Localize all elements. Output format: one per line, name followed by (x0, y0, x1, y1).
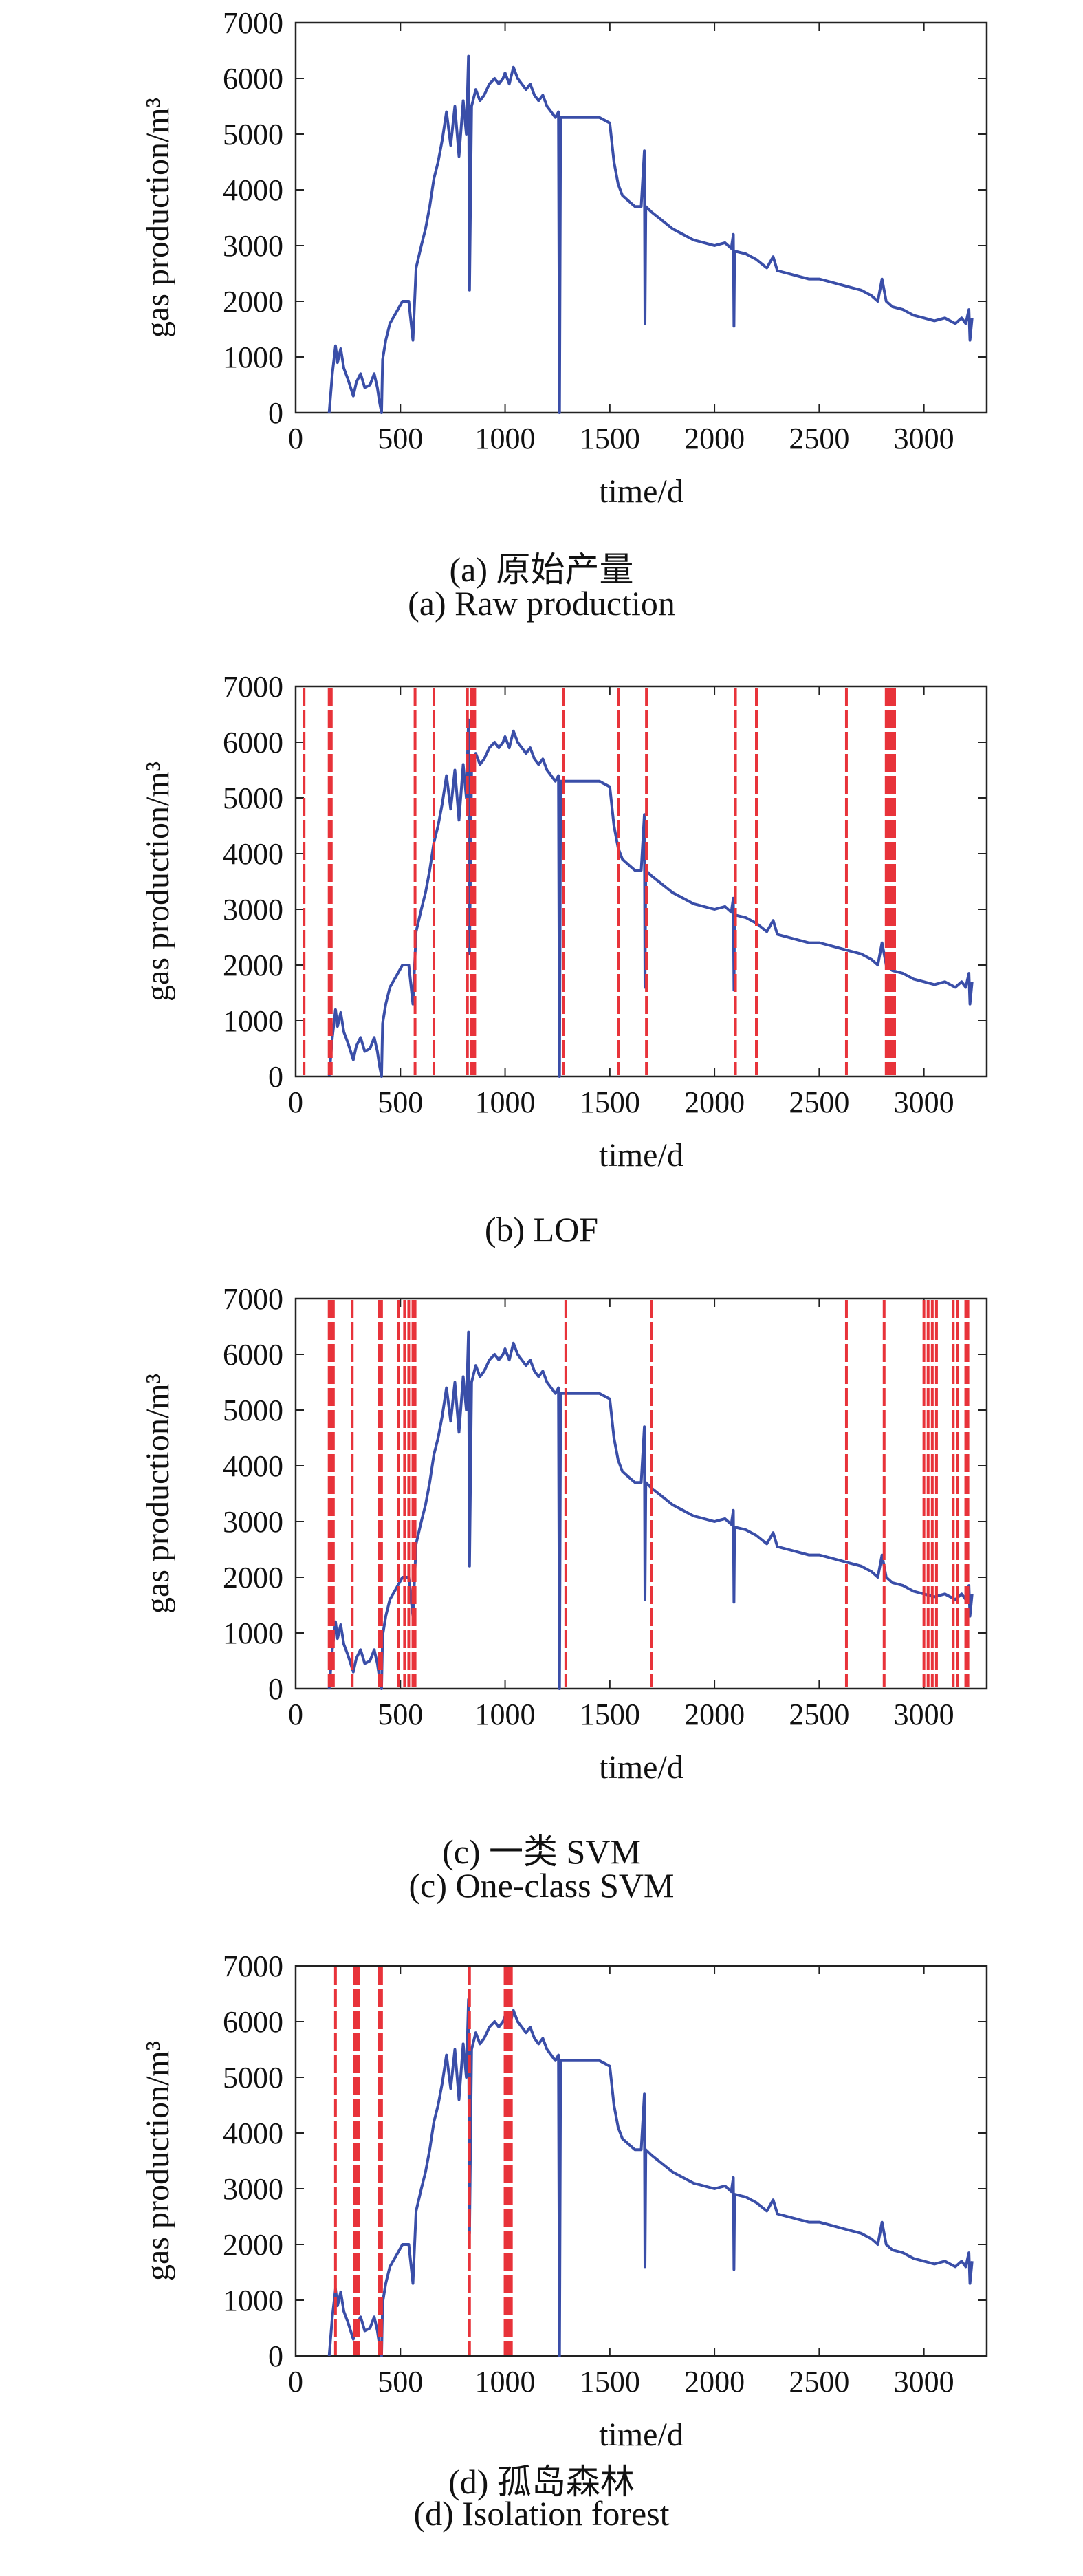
x-tick-label: 500 (378, 1085, 423, 1119)
y-axis-label: gas production/m³ (140, 98, 176, 338)
y-tick-label: 6000 (223, 62, 283, 96)
x-tick-label: 500 (378, 2365, 423, 2399)
chart-d: 0 1000 2000 3000 4000 5000 6000 7000 0 500 1000 150… (140, 1949, 988, 2453)
chart-c: 0 1000 2000 3000 4000 5000 6000 7000 0 500 1000 150… (140, 1282, 988, 1786)
x-tick-label: 0 (288, 2365, 303, 2399)
y-tick-label: 1000 (223, 340, 283, 374)
chart-panel-d: 0 1000 2000 3000 4000 5000 6000 7000 0 500 1000 150… (0, 1943, 1083, 2576)
y-tick-label: 3000 (223, 893, 283, 927)
caption-b-en: (b) LOF (484, 1210, 599, 1248)
x-tick-label: 1000 (475, 2365, 536, 2399)
x-axis-label: time/d (599, 2416, 683, 2453)
x-tick-label: 2500 (789, 1698, 849, 1731)
x-tick-label: 2000 (684, 1698, 745, 1731)
y-tick-label: 7000 (223, 670, 283, 704)
y-tick-label: 0 (268, 1060, 283, 1094)
chart-a: 0 1000 2000 3000 4000 5000 6000 7000 0 500 1000 150… (140, 6, 988, 510)
x-tick-label: 3000 (894, 422, 954, 455)
plot-frame (294, 1297, 988, 1690)
y-tick-label: 5000 (223, 1394, 283, 1427)
x-tick-label: 3000 (894, 2365, 954, 2399)
caption-a-en: (a) Raw production (408, 584, 675, 623)
chart-panel-c: 0 1000 2000 3000 4000 5000 6000 7000 0 500 1000 150… (0, 1276, 1083, 1909)
y-tick-label: 3000 (223, 1505, 283, 1539)
x-axis-label: time/d (599, 1749, 683, 1786)
x-axis-label: time/d (599, 1137, 683, 1173)
y-tick-label: 1000 (223, 1616, 283, 1650)
x-tick-label: 0 (288, 1085, 303, 1119)
x-tick-label: 2500 (789, 2365, 849, 2399)
y-tick-label: 7000 (223, 1282, 283, 1316)
y-tick-label: 6000 (223, 726, 283, 759)
y-tick-label: 5000 (223, 2061, 283, 2095)
x-tick-label: 500 (378, 1698, 423, 1731)
y-tick-label: 5000 (223, 781, 283, 815)
x-tick-label: 1000 (475, 1698, 536, 1731)
x-tick-label: 3000 (894, 1698, 954, 1731)
y-tick-label: 4000 (223, 1449, 283, 1483)
chart-panel-b: 0 1000 2000 3000 4000 5000 6000 7000 0 500 1000 150… (0, 664, 1083, 1297)
y-tick-label: 6000 (223, 2005, 283, 2039)
x-tick-label: 2500 (789, 422, 849, 455)
gas-production-line (327, 1998, 974, 2357)
y-tick-label: 4000 (223, 2117, 283, 2150)
x-tick-label: 0 (288, 422, 303, 455)
x-tick-label: 1500 (580, 2365, 640, 2399)
chart-panel-a: 0 1000 2000 3000 4000 5000 6000 7000 0 500 1000 150… (0, 0, 1083, 633)
y-tick-label: 3000 (223, 2172, 283, 2206)
y-tick-label: 0 (268, 1672, 283, 1706)
chart-b: 0 1000 2000 3000 4000 5000 6000 7000 0 500 1000 150… (140, 670, 988, 1173)
gas-production-line (327, 1330, 974, 1690)
y-tick-label: 1000 (223, 1004, 283, 1038)
y-tick-label: 0 (268, 396, 283, 430)
y-axis-label: gas production/m³ (140, 1374, 176, 1614)
x-tick-label: 1000 (475, 422, 536, 455)
x-tick-label: 1000 (475, 1085, 536, 1119)
x-axis-label: time/d (599, 473, 683, 510)
x-tick-label: 1500 (580, 1085, 640, 1119)
x-tick-label: 0 (288, 1698, 303, 1731)
caption-c-en: (c) One-class SVM (408, 1866, 675, 1905)
y-tick-label: 6000 (223, 1338, 283, 1372)
y-axis-label: gas production/m³ (140, 2041, 176, 2281)
x-tick-label: 2000 (684, 1085, 745, 1119)
y-tick-label: 2000 (223, 1561, 283, 1594)
y-tick-label: 2000 (223, 2228, 283, 2262)
y-tick-label: 4000 (223, 173, 283, 207)
y-tick-label: 2000 (223, 285, 283, 318)
y-tick-label: 0 (268, 2339, 283, 2373)
y-tick-label: 7000 (223, 1949, 283, 1983)
x-tick-label: 1500 (580, 1698, 640, 1731)
gas-production-line (327, 718, 974, 1078)
caption-a-zh: (a) 原始产量 (449, 550, 634, 589)
y-tick-label: 4000 (223, 837, 283, 871)
caption-d-zh: (d) 孤岛森林 (448, 2463, 635, 2501)
caption-c-zh: (c) 一类 SVM (442, 1832, 641, 1871)
y-axis-label: gas production/m³ (140, 761, 176, 1002)
x-tick-label: 2000 (684, 2365, 745, 2399)
caption-d-en: (d) Isolation forest (413, 2494, 670, 2533)
y-tick-label: 5000 (223, 118, 283, 151)
gas-production-line (327, 54, 974, 414)
x-tick-label: 2000 (684, 422, 745, 455)
y-tick-label: 2000 (223, 949, 283, 982)
y-tick-label: 7000 (223, 6, 283, 40)
plot-frame (294, 1965, 988, 2357)
x-tick-label: 3000 (894, 1085, 954, 1119)
x-tick-label: 500 (378, 422, 423, 455)
x-tick-label: 1500 (580, 422, 640, 455)
y-tick-label: 1000 (223, 2284, 283, 2317)
y-tick-label: 3000 (223, 229, 283, 263)
plot-frame (294, 685, 988, 1078)
x-tick-label: 2500 (789, 1085, 849, 1119)
plot-frame (294, 21, 988, 414)
